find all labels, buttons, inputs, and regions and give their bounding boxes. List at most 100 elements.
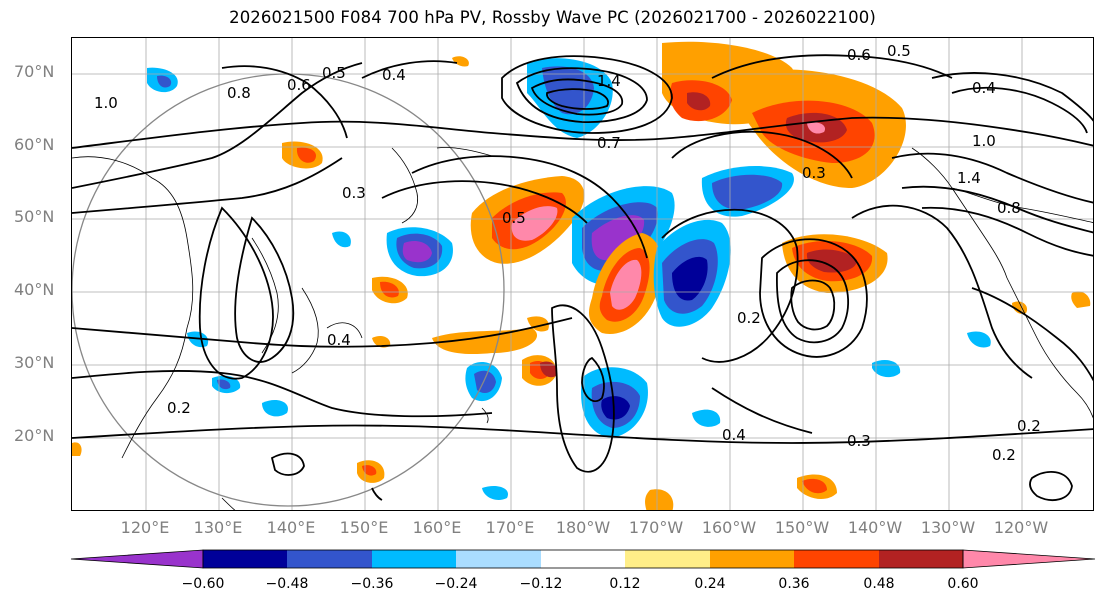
shading-positive — [610, 259, 642, 310]
shading-negative — [217, 379, 231, 390]
shading-negative — [672, 256, 708, 301]
colorbar-tick: −0.36 — [350, 576, 394, 592]
shading-negative — [591, 215, 645, 261]
contour-label: 0.5 — [322, 64, 346, 82]
shading-positive — [511, 206, 558, 241]
shading-negative — [262, 399, 288, 417]
contour-label: 0.4 — [722, 426, 746, 444]
shading-positive — [296, 147, 317, 163]
colorbar-bin — [625, 550, 710, 568]
colorbar-tick: 0.60 — [947, 576, 979, 592]
lon-label: 150°E — [339, 518, 389, 537]
lon-label: 120°E — [120, 518, 170, 537]
lon-label: 180°W — [555, 518, 611, 537]
contour-label: 1.0 — [972, 132, 996, 150]
shading-positive — [372, 335, 391, 348]
contour-label: 0.2 — [167, 399, 191, 417]
shading-negative — [474, 370, 496, 394]
lon-label: 170°E — [485, 518, 535, 537]
shading-negative — [692, 409, 721, 427]
shading-positive — [687, 92, 711, 111]
colorbar-bin — [287, 550, 372, 568]
colorbar-bin — [710, 550, 794, 568]
lat-label-50n: 50°N — [14, 207, 55, 226]
shading-positive — [1071, 291, 1091, 308]
colorbar-tick: 0.36 — [778, 576, 810, 592]
contour-label: 0.2 — [992, 446, 1016, 464]
contour-label: 0.4 — [972, 79, 996, 97]
colorbar-extend-low — [70, 549, 204, 569]
shading-negative — [402, 241, 432, 263]
contour-label: 0.8 — [997, 199, 1021, 217]
contour-label: 0.2 — [737, 309, 761, 327]
contour-label: 1.0 — [94, 94, 118, 112]
contour-label: 1.4 — [597, 72, 621, 90]
contour-label: 0.6 — [287, 76, 311, 94]
lon-label: 170°W — [628, 518, 684, 537]
map-panel: 0.5 0.4 0.6 1.0 0.8 1.4 0.7 0.3 0.6 0.5 … — [71, 37, 1094, 511]
colorbar-tick: 0.48 — [863, 576, 895, 592]
lon-label: 160°E — [412, 518, 462, 537]
contour-label: 1.4 — [957, 169, 981, 187]
contour-label: 0.5 — [502, 209, 526, 227]
shading-positive — [645, 489, 674, 510]
colorbar-bin — [372, 550, 456, 568]
colorbar-bin — [541, 550, 625, 568]
shading-positive — [362, 465, 377, 476]
lon-label: 160°W — [701, 518, 757, 537]
lat-label-70n: 70°N — [14, 62, 55, 81]
colorbar-tick: −0.12 — [519, 576, 563, 592]
shading-negative — [712, 174, 783, 210]
contour-label: 0.6 — [847, 46, 871, 64]
shading-negative — [601, 396, 630, 420]
lon-label: 140°E — [266, 518, 316, 537]
lon-label: 120°W — [993, 518, 1049, 537]
colorbar-bin — [879, 550, 963, 568]
colorbar — [70, 549, 1096, 569]
lat-label-60n: 60°N — [14, 135, 55, 154]
map-title: 2026021500 F084 700 hPa PV, Rossby Wave … — [229, 8, 876, 27]
contour-label: 0.7 — [597, 134, 621, 152]
shading-negative — [482, 486, 508, 500]
pv-contours — [72, 54, 1093, 501]
contour-label: 0.5 — [887, 42, 911, 60]
lon-label: 130°W — [920, 518, 976, 537]
contour-labels: 0.5 0.4 0.6 1.0 0.8 1.4 0.7 0.3 0.6 0.5 … — [94, 42, 1041, 464]
shading-negative — [872, 359, 901, 378]
coastlines — [72, 147, 1093, 510]
shading-positive — [807, 122, 826, 134]
map-canvas: 0.5 0.4 0.6 1.0 0.8 1.4 0.7 0.3 0.6 0.5 … — [72, 38, 1093, 510]
colorbar-bin — [203, 550, 287, 568]
contour-label: 0.3 — [802, 164, 826, 182]
shading-negative — [332, 231, 351, 248]
contour-label: 0.3 — [342, 184, 366, 202]
contour-label: 0.8 — [227, 84, 251, 102]
lat-label-30n: 30°N — [14, 353, 55, 372]
contour-label: 0.3 — [847, 432, 871, 450]
shading-positive — [806, 249, 857, 273]
contour-label: 0.4 — [327, 331, 351, 349]
shading-negative — [967, 331, 991, 348]
shading-positive — [540, 361, 557, 378]
colorbar-bin — [794, 550, 879, 568]
contour-label: 0.4 — [382, 66, 406, 84]
shading-positive — [380, 281, 399, 298]
colorbar-tick: 0.24 — [694, 576, 726, 592]
lon-label: 150°W — [774, 518, 830, 537]
shading-negative — [157, 75, 172, 88]
colorbar-tick: −0.60 — [181, 576, 225, 592]
colorbar-extend-high — [962, 549, 1096, 569]
colorbar-tick: −0.48 — [265, 576, 309, 592]
lon-label: 130°E — [193, 518, 243, 537]
contour-label: 0.2 — [1017, 417, 1041, 435]
colorbar-bin — [456, 550, 541, 568]
colorbar-tick: −0.24 — [434, 576, 478, 592]
lon-label: 140°W — [847, 518, 903, 537]
shading-positive — [802, 478, 827, 494]
shading-positive — [452, 56, 469, 67]
lat-label-40n: 40°N — [14, 280, 55, 299]
rossby-wave-shading — [72, 41, 1091, 510]
lat-label-20n: 20°N — [14, 426, 55, 445]
colorbar-tick: 0.12 — [609, 576, 641, 592]
reference-circle — [72, 73, 505, 507]
